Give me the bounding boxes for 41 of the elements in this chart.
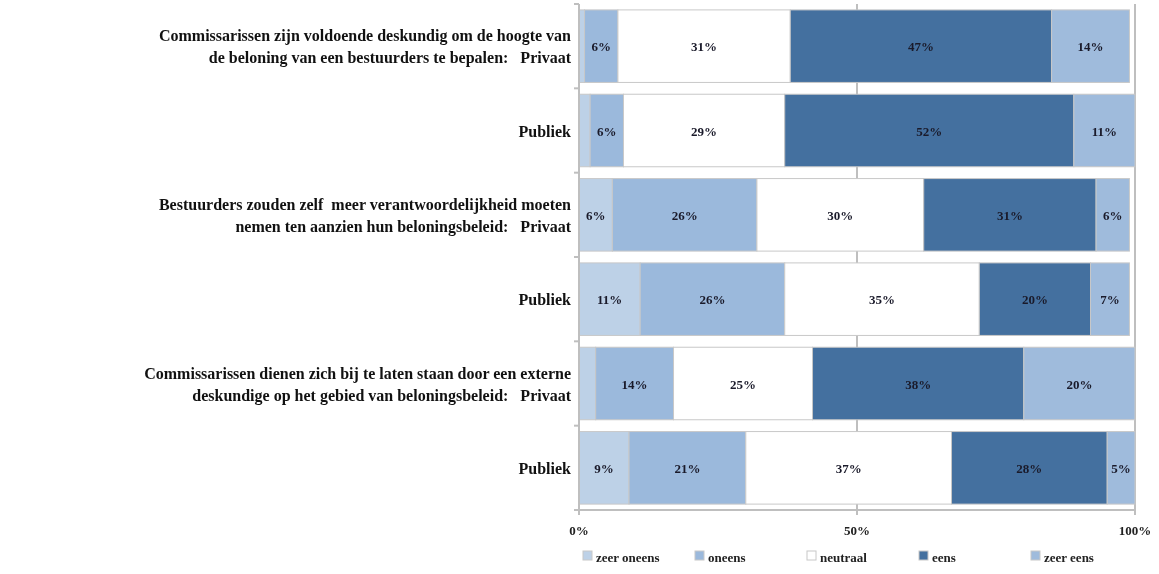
data-label: 6% (585, 207, 606, 223)
data-label: 38% (905, 376, 932, 392)
data-label: 11% (596, 292, 623, 308)
x-tick-label: 0% (569, 523, 589, 538)
y-tick-label: Commissarissen dienen zich bij te laten staan door een externe deskundige op het gebied van beloningsbeleid: Privaat (144, 364, 572, 405)
y-tick-label: Publiek (518, 122, 572, 140)
legend-label: neutraal (820, 550, 868, 565)
data-label: 31% (996, 207, 1023, 223)
data-label: 7% (1100, 292, 1120, 308)
data-label: 21% (674, 460, 701, 476)
legend-label: eens (932, 550, 956, 565)
x-tick-label: 100% (1118, 523, 1152, 538)
x-tick-label: 50% (844, 523, 870, 538)
data-label: 35% (869, 292, 896, 308)
data-label: 29% (691, 123, 718, 139)
data-label: 14% (621, 376, 648, 392)
data-label: 28% (1016, 460, 1043, 476)
y-tick-label: Commissarissen zijn voldoende deskundig om de hoogte van de beloning van een bestuurders te bepalen: Privaat (158, 27, 572, 68)
data-label: 37% (835, 460, 862, 476)
legend-label: zeer eens (1044, 550, 1094, 565)
data-label: 14% (1077, 39, 1104, 55)
data-label: 25% (730, 376, 757, 392)
data-label: 26% (699, 292, 726, 308)
data-label: 6% (597, 123, 617, 139)
data-label: 5% (1111, 460, 1131, 476)
y-tick-label: Publiek (518, 459, 572, 477)
data-label: 11% (1091, 123, 1118, 139)
y-tick-label: Publiek (518, 291, 572, 309)
data-label: 30% (827, 207, 854, 223)
data-label: 20% (1066, 376, 1093, 392)
data-label: 47% (907, 39, 934, 55)
legend-label: oneens (708, 550, 746, 565)
data-label: 20% (1021, 292, 1048, 308)
legend-label: zeer oneens (596, 550, 660, 565)
data-label: 6% (1103, 207, 1123, 223)
y-tick-label: Bestuurders zouden zelf meer verantwoordelijkheid moeten nemen ten aanzien hun beloningsbeleid: Privaat (158, 195, 572, 236)
data-label: 31% (691, 39, 718, 55)
data-label: 26% (671, 207, 698, 223)
data-label: 9% (594, 460, 614, 476)
data-label: 52% (916, 123, 943, 139)
data-label: 6% (591, 39, 611, 55)
